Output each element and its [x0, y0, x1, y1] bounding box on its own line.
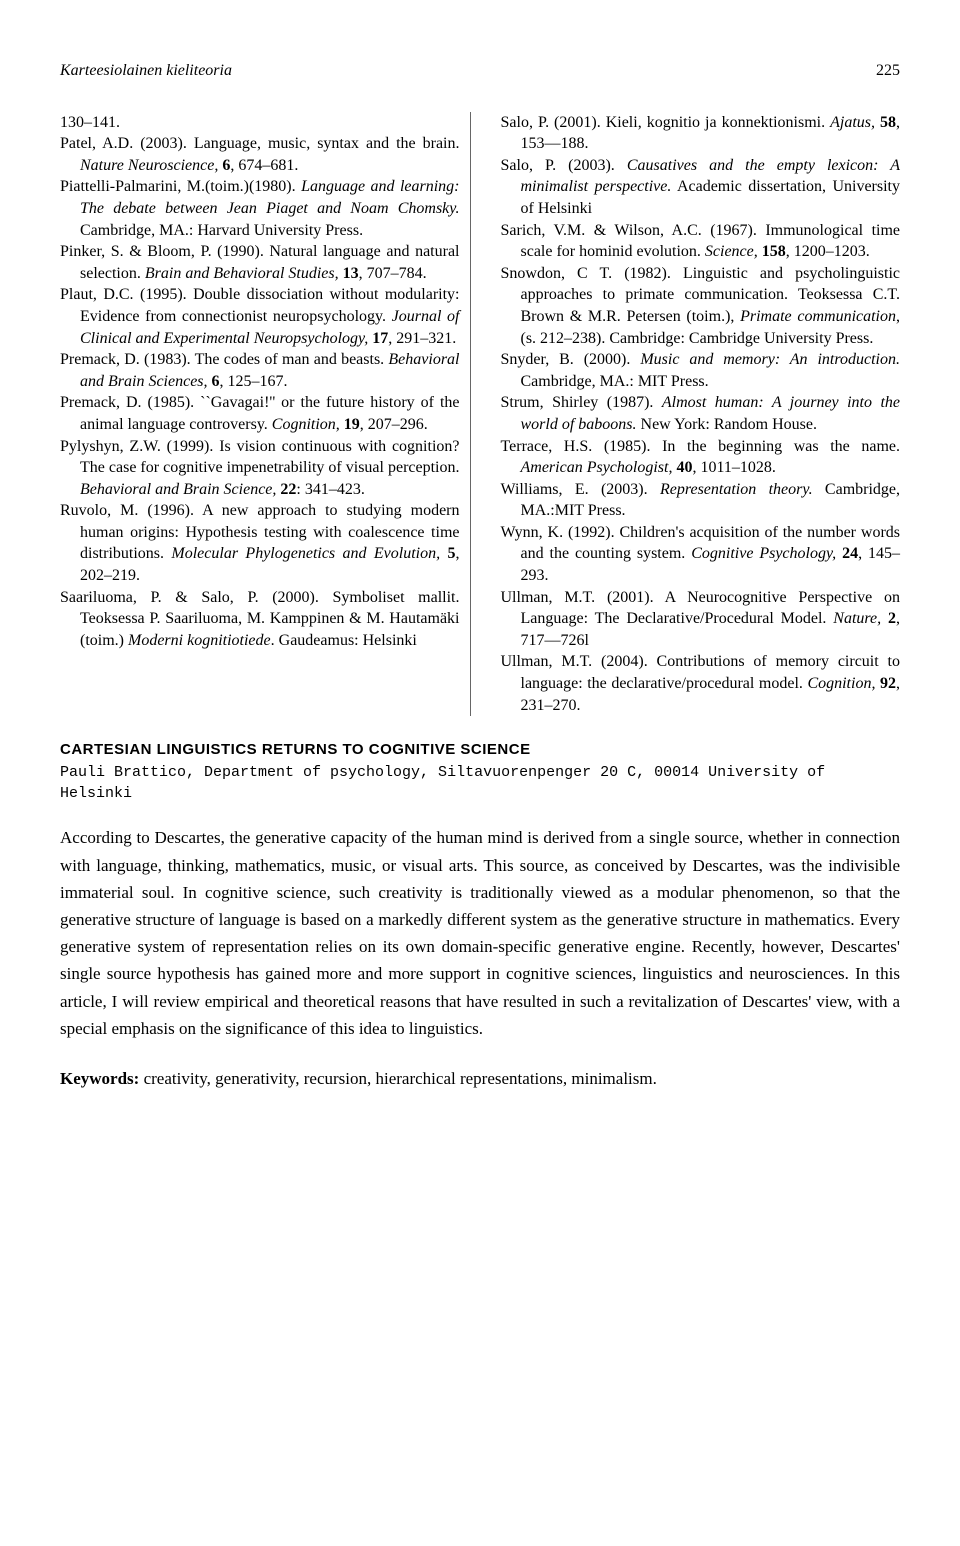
reference-entry: 130–141.	[60, 112, 460, 134]
keywords-line: Keywords: creativity, generativity, recu…	[60, 1066, 900, 1092]
abstract-text: According to Descartes, the generative c…	[60, 824, 900, 1042]
reference-entry: Premack, D. (1985). ``Gavagai!'' or the …	[60, 392, 460, 435]
section-title: CARTESIAN LINGUISTICS RETURNS TO COGNITI…	[60, 740, 900, 760]
reference-entry: Premack, D. (1983). The codes of man and…	[60, 349, 460, 392]
reference-entry: Williams, E. (2003). Representation theo…	[501, 479, 901, 522]
reference-entry: Ullman, M.T. (2004). Contributions of me…	[501, 651, 901, 716]
reference-entry: Salo, P. (2003). Causatives and the empt…	[501, 155, 901, 220]
reference-entry: Wynn, K. (1992). Children's acquisition …	[501, 522, 901, 587]
page-number: 225	[876, 60, 900, 82]
reference-entry: Terrace, H.S. (1985). In the beginning w…	[501, 436, 901, 479]
references-columns: 130–141.Patel, A.D. (2003). Language, mu…	[60, 112, 900, 717]
keywords-text: creativity, generativity, recursion, hie…	[139, 1069, 657, 1088]
keywords-label: Keywords:	[60, 1069, 139, 1088]
references-right-column: Salo, P. (2001). Kieli, kognitio ja konn…	[491, 112, 901, 717]
reference-entry: Piattelli-Palmarini, M.(toim.)(1980). La…	[60, 176, 460, 241]
author-line: Pauli Brattico, Department of psychology…	[60, 762, 900, 804]
reference-entry: Ruvolo, M. (1996). A new approach to stu…	[60, 500, 460, 586]
reference-entry: Snowdon, C T. (1982). Linguistic and psy…	[501, 263, 901, 349]
reference-entry: Ullman, M.T. (2001). A Neurocognitive Pe…	[501, 587, 901, 652]
reference-entry: Sarich, V.M. & Wilson, A.C. (1967). Immu…	[501, 220, 901, 263]
reference-entry: Snyder, B. (2000). Music and memory: An …	[501, 349, 901, 392]
running-title: Karteesiolainen kieliteoria	[60, 60, 232, 82]
reference-entry: Pylyshyn, Z.W. (1999). Is vision continu…	[60, 436, 460, 501]
reference-entry: Saariluoma, P. & Salo, P. (2000). Symbol…	[60, 587, 460, 652]
page-header: Karteesiolainen kieliteoria 225	[60, 60, 900, 82]
reference-entry: Salo, P. (2001). Kieli, kognitio ja konn…	[501, 112, 901, 155]
references-left-column: 130–141.Patel, A.D. (2003). Language, mu…	[60, 112, 471, 717]
reference-entry: Plaut, D.C. (1995). Double dissociation …	[60, 284, 460, 349]
reference-entry: Pinker, S. & Bloom, P. (1990). Natural l…	[60, 241, 460, 284]
reference-entry: Strum, Shirley (1987). Almost human: A j…	[501, 392, 901, 435]
reference-entry: Patel, A.D. (2003). Language, music, syn…	[60, 133, 460, 176]
